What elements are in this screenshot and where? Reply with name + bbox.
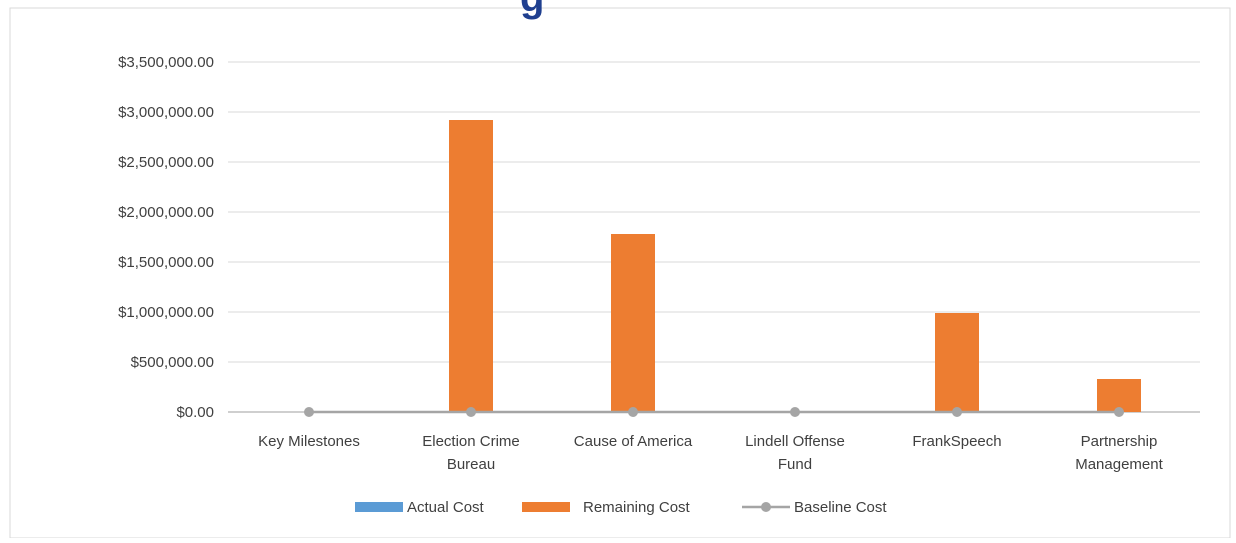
y-tick-label: $2,500,000.00 — [118, 154, 214, 171]
legend-swatch-remaining-cost — [522, 502, 570, 512]
baseline-cost-point — [790, 407, 800, 417]
bar-remaining-cost — [1097, 379, 1141, 412]
bar-remaining-cost — [449, 120, 493, 412]
x-tick-label: FrankSpeech — [912, 433, 1001, 450]
y-tick-label: $3,000,000.00 — [118, 104, 214, 121]
legend: Actual Cost Remaining Cost Baseline Cost — [355, 499, 887, 516]
legend-label: Remaining Cost — [583, 499, 691, 516]
x-tick-label: Management — [1075, 456, 1163, 473]
x-tick-label: Cause of America — [574, 433, 693, 450]
y-tick-label: $1,500,000.00 — [118, 254, 214, 271]
y-tick-label: $500,000.00 — [131, 354, 214, 371]
baseline-series — [304, 407, 1124, 417]
y-tick-label: $2,000,000.00 — [118, 204, 214, 221]
bar-remaining-cost — [935, 313, 979, 412]
baseline-cost-point — [466, 407, 476, 417]
baseline-cost-point — [304, 407, 314, 417]
baseline-cost-point — [1114, 407, 1124, 417]
x-axis: Key Milestones Election Crime Bureau Cause … — [258, 433, 1163, 473]
legend-label: Actual Cost — [407, 499, 485, 516]
x-tick-label: Fund — [778, 456, 812, 473]
bars — [449, 120, 1141, 412]
legend-label: Baseline Cost — [794, 499, 887, 516]
baseline-cost-point — [952, 407, 962, 417]
legend-swatch-actual-cost — [355, 502, 403, 512]
y-tick-label: $0.00 — [176, 404, 214, 421]
y-axis: $0.00 $500,000.00 $1,000,000.00 $1,500,000.… — [118, 54, 214, 421]
x-tick-label: Key Milestones — [258, 433, 360, 450]
x-tick-label: Bureau — [447, 456, 495, 473]
chart-title-fragment: g — [520, 0, 544, 21]
y-tick-label: $1,000,000.00 — [118, 304, 214, 321]
y-tick-label: $3,500,000.00 — [118, 54, 214, 71]
x-tick-label: Partnership — [1081, 433, 1158, 450]
baseline-cost-point — [628, 407, 638, 417]
x-tick-label: Election Crime — [422, 433, 520, 450]
bar-remaining-cost — [611, 234, 655, 412]
gridlines — [228, 61, 1200, 413]
legend-swatch-baseline-marker — [761, 502, 771, 512]
x-tick-label: Lindell Offense — [745, 433, 845, 450]
